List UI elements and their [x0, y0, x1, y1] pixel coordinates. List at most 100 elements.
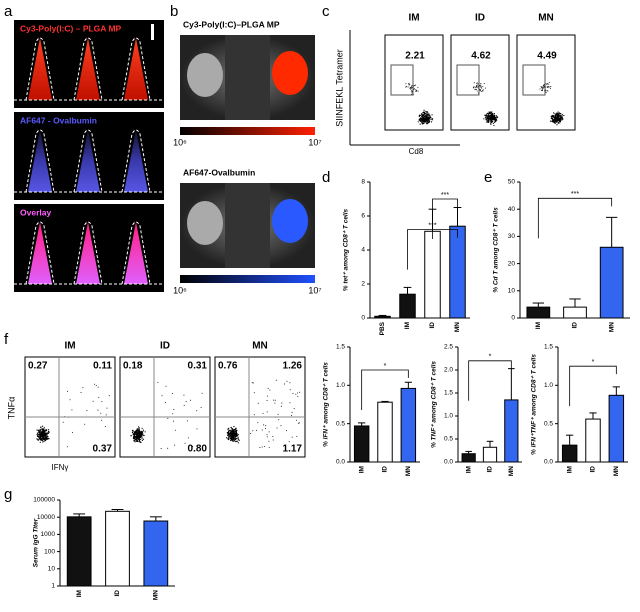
significance: * [384, 363, 387, 370]
event [234, 439, 237, 441]
event [200, 407, 202, 409]
event [234, 430, 237, 432]
event [429, 114, 431, 116]
y-tick-label: 0.0 [336, 459, 345, 466]
image-title: Cy3-Poly(I:C)–PLGA MP [183, 19, 280, 29]
event [144, 431, 146, 433]
event [132, 434, 134, 436]
event [229, 429, 231, 431]
event [561, 117, 563, 120]
event [47, 435, 49, 437]
event [289, 389, 291, 391]
needle-outline [73, 129, 103, 193]
significance-bracket [432, 198, 458, 239]
event [44, 429, 46, 431]
event [556, 112, 558, 114]
event [493, 117, 496, 119]
event [476, 84, 478, 86]
event [140, 430, 142, 432]
event [286, 430, 288, 432]
event [549, 88, 551, 90]
x-tick-label: PBS [379, 321, 386, 335]
event [295, 393, 297, 395]
event [429, 115, 431, 118]
event [133, 437, 135, 439]
event [541, 90, 543, 92]
event [141, 427, 143, 430]
event [94, 383, 96, 385]
x-tick-label: IM [465, 466, 472, 473]
bar [105, 510, 130, 587]
event [233, 431, 235, 433]
event [236, 432, 238, 435]
event [490, 123, 492, 125]
event [40, 438, 42, 441]
y-tick-label: 2.0 [444, 367, 453, 374]
event [493, 115, 495, 118]
event [476, 82, 478, 84]
event [560, 113, 562, 115]
event [495, 117, 497, 119]
event [235, 436, 237, 438]
y-tick-label: 50 [508, 179, 516, 186]
significance: *** [571, 191, 579, 198]
y-tick-label: 30 [508, 233, 516, 240]
event [142, 432, 144, 435]
event [296, 435, 298, 437]
y-tick-label: 20 [508, 260, 516, 267]
event [281, 402, 283, 404]
event [476, 90, 478, 92]
event [487, 116, 489, 118]
event [134, 431, 136, 433]
y-tick-label: 2 [361, 281, 365, 288]
event [280, 425, 282, 427]
event [540, 85, 542, 87]
event [492, 114, 494, 116]
y-axis-label: % IFN⁺ among CD8⁺ T cells [323, 362, 330, 447]
event [426, 113, 428, 116]
axis-label: TNFα [6, 397, 16, 420]
event [142, 430, 144, 433]
event [420, 119, 422, 121]
event [545, 83, 547, 85]
event [266, 395, 268, 397]
event [413, 88, 415, 90]
event [559, 115, 562, 117]
quadrant-value: 0.31 [188, 361, 208, 372]
event [80, 392, 82, 394]
event [414, 89, 416, 91]
event [409, 83, 411, 85]
event [227, 434, 229, 436]
event [138, 435, 140, 437]
event [142, 429, 145, 431]
event [431, 114, 433, 116]
event [425, 118, 427, 120]
event [132, 430, 134, 432]
event [293, 408, 295, 410]
event [98, 396, 100, 398]
event [475, 86, 477, 88]
event [474, 88, 476, 90]
axis-label: Cd8 [409, 147, 424, 156]
event [135, 434, 137, 436]
event [546, 83, 548, 85]
event [267, 387, 269, 389]
x-tick-label: ID [572, 322, 579, 329]
event [545, 86, 547, 88]
event [183, 394, 185, 396]
event [44, 439, 46, 442]
y-axis-label: % Cd T among CD8⁺ T cells [493, 207, 500, 293]
event [489, 112, 491, 115]
event [409, 87, 411, 89]
event [422, 111, 425, 114]
needle [76, 222, 100, 284]
event [263, 424, 265, 426]
event [37, 429, 40, 431]
event [141, 438, 143, 440]
event [237, 437, 239, 440]
event [554, 113, 556, 115]
event [137, 433, 139, 436]
event [546, 90, 548, 92]
bar [461, 453, 476, 463]
event [187, 437, 189, 439]
